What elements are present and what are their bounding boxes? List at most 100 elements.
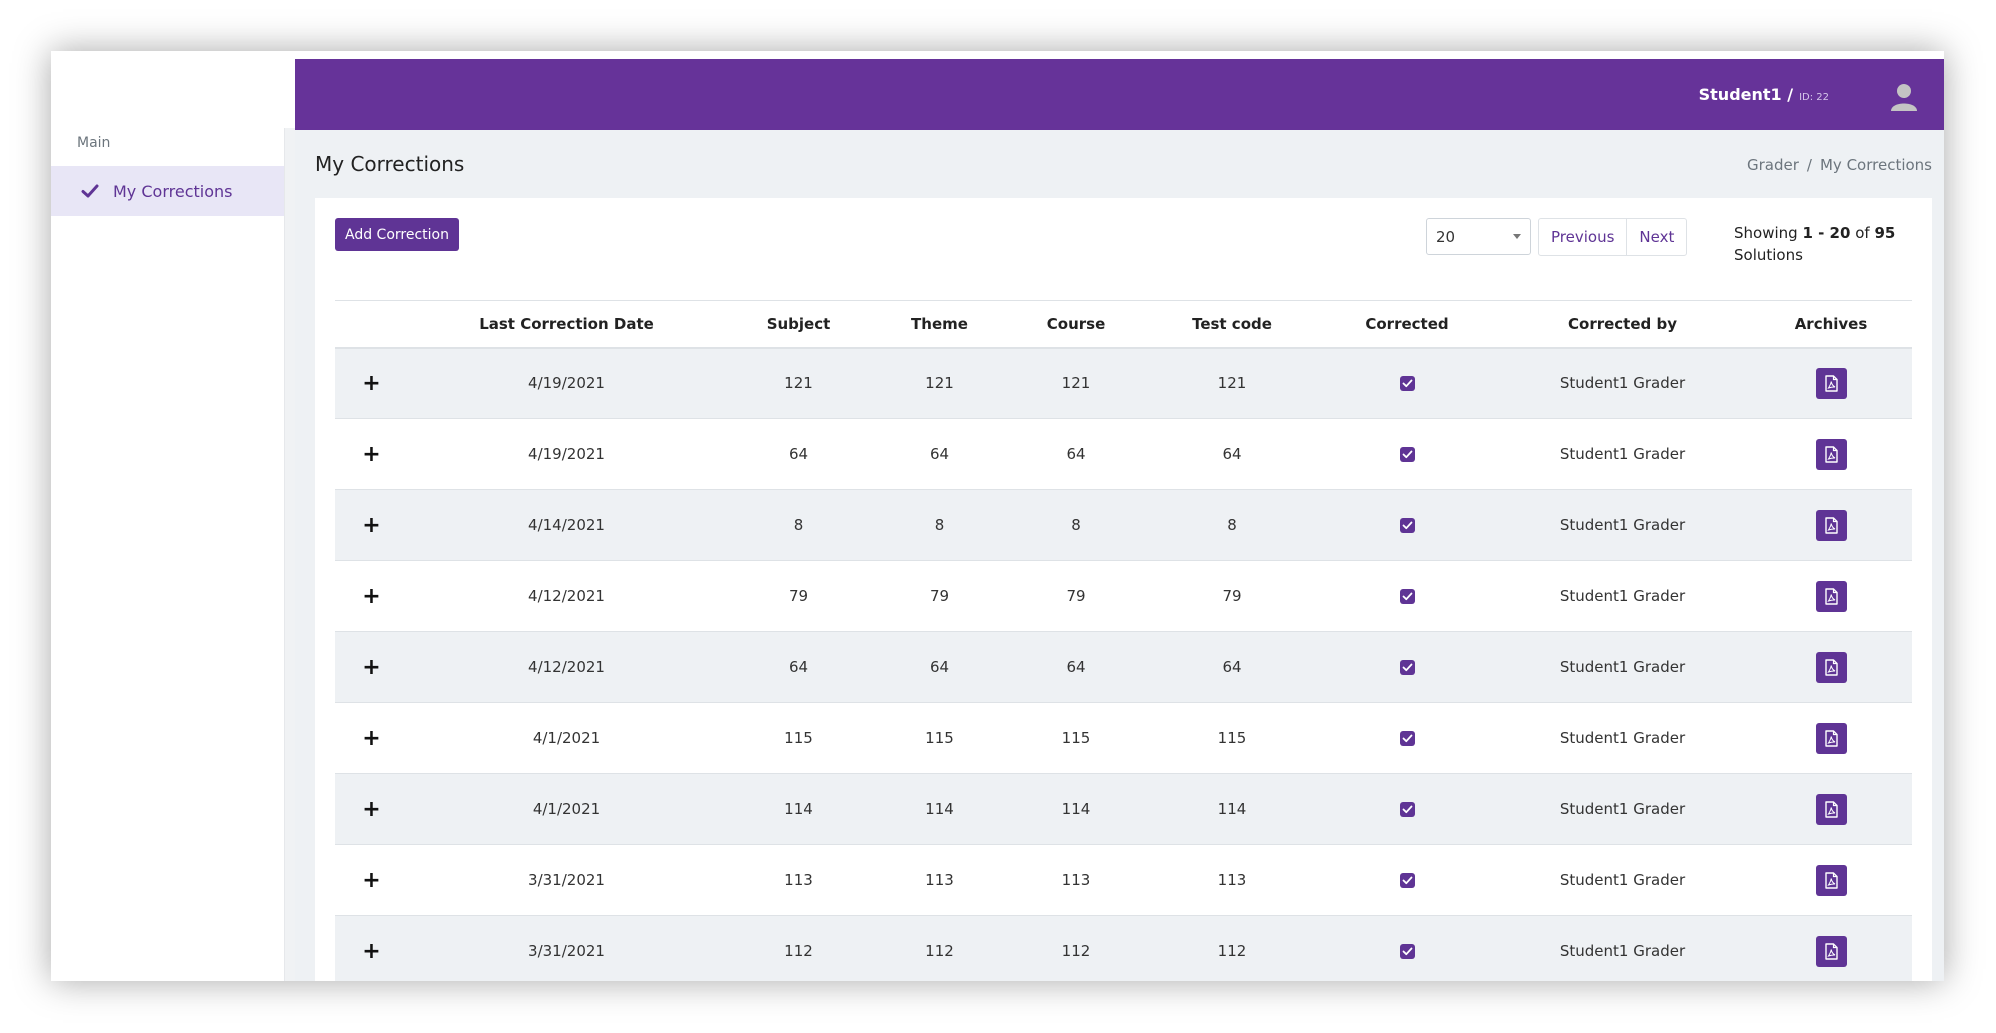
corrected-checkbox[interactable] [1399, 376, 1415, 392]
table-row: + 4/1/2021 115 115 115 115 Student1 Grad… [335, 702, 1912, 774]
sidebar-item-label: My Corrections [113, 181, 233, 201]
pdf-download-button[interactable] [1815, 580, 1847, 612]
column-header-corrected[interactable]: Corrected [1319, 300, 1495, 349]
file-pdf-icon [1824, 871, 1838, 889]
sidebar: Main My Corrections [51, 51, 295, 981]
cell-corrected-by: Student1 Grader [1495, 702, 1750, 774]
corrected-checkbox[interactable] [1399, 873, 1415, 888]
sidebar-scrollbar[interactable] [284, 128, 295, 981]
corrected-checkbox[interactable] [1399, 802, 1415, 817]
cell-course: 64 [1007, 631, 1145, 703]
top-bar: Student1 / ID: 22 [295, 59, 1944, 130]
table-row: + 4/1/2021 114 114 114 114 Student1 Grad… [335, 773, 1912, 845]
cell-theme: 114 [872, 773, 1007, 845]
expand-row-button[interactable]: + [362, 725, 381, 751]
pdf-download-button[interactable] [1815, 367, 1847, 399]
cell-course: 115 [1007, 702, 1145, 774]
pdf-download-button[interactable] [1815, 864, 1847, 896]
cell-course: 8 [1007, 489, 1145, 561]
expand-row-button[interactable]: + [362, 796, 381, 822]
pdf-download-button[interactable] [1815, 509, 1847, 541]
corrected-checkbox[interactable] [1399, 660, 1415, 675]
expand-row-button[interactable]: + [362, 370, 381, 396]
table-row: + 3/31/2021 113 113 113 113 Student1 Gra… [335, 844, 1912, 916]
pdf-download-button[interactable] [1815, 651, 1847, 683]
cell-subject: 8 [725, 489, 872, 561]
user-avatar-icon[interactable] [1888, 80, 1920, 112]
corrected-checkbox[interactable] [1399, 518, 1415, 533]
column-header-theme[interactable]: Theme [872, 300, 1007, 349]
table-row: + 4/12/2021 79 79 79 79 Student1 Grader [335, 560, 1912, 632]
breadcrumb-separator: / [1806, 156, 1812, 174]
table-row: + 4/12/2021 64 64 64 64 Student1 Grader [335, 631, 1912, 703]
column-header-course[interactable]: Course [1007, 300, 1145, 349]
cell-date: 4/19/2021 [408, 418, 725, 490]
sidebar-section-label: Main [77, 135, 111, 151]
cell-test-code: 112 [1145, 915, 1319, 981]
corrected-checkbox[interactable] [1399, 731, 1415, 746]
cell-test-code: 79 [1145, 560, 1319, 632]
expand-row-button[interactable]: + [362, 583, 381, 609]
showing-prefix: Showing [1734, 224, 1798, 242]
cell-test-code: 8 [1145, 489, 1319, 561]
file-pdf-icon [1824, 516, 1838, 534]
cell-course: 114 [1007, 773, 1145, 845]
cell-subject: 112 [725, 915, 872, 981]
cell-test-code: 115 [1145, 702, 1319, 774]
next-page-button[interactable]: Next [1626, 219, 1686, 255]
showing-of: of [1855, 224, 1870, 242]
showing-range: 1 - 20 [1802, 224, 1851, 242]
table-row: + 4/14/2021 8 8 8 8 Student1 Grader [335, 489, 1912, 561]
cell-date: 4/1/2021 [408, 702, 725, 774]
pdf-download-button[interactable] [1815, 722, 1847, 754]
page-title: My Corrections [315, 152, 465, 176]
corrected-checkbox[interactable] [1399, 447, 1415, 462]
column-header-corrected-by[interactable]: Corrected by [1495, 300, 1750, 349]
expand-row-button[interactable]: + [362, 441, 381, 467]
file-pdf-icon [1824, 587, 1838, 605]
file-pdf-icon [1824, 729, 1838, 747]
cell-theme: 79 [872, 560, 1007, 632]
pagination-summary: Showing 1 - 20 of 95 Solutions [1734, 222, 1904, 266]
corrected-checkbox[interactable] [1399, 944, 1415, 960]
sidebar-item-my-corrections[interactable]: My Corrections [51, 166, 284, 216]
cell-corrected-by: Student1 Grader [1495, 489, 1750, 561]
file-pdf-icon [1824, 943, 1838, 960]
corrections-table: Last Correction Date Subject Theme Cours… [335, 300, 1912, 981]
user-menu[interactable]: Student1 / ID: 22 [1699, 85, 1829, 104]
breadcrumb-grader[interactable]: Grader [1747, 156, 1799, 174]
previous-page-button[interactable]: Previous [1551, 228, 1615, 246]
pagination: Previous Next [1538, 218, 1688, 256]
column-header-test-code[interactable]: Test code [1145, 300, 1319, 349]
cell-corrected-by: Student1 Grader [1495, 844, 1750, 916]
pdf-download-button[interactable] [1815, 935, 1847, 967]
cell-course: 121 [1007, 347, 1145, 419]
showing-total: 95 [1874, 224, 1896, 242]
column-header-expand [335, 300, 408, 349]
corrected-checkbox[interactable] [1399, 589, 1415, 604]
cell-subject: 64 [725, 418, 872, 490]
pdf-download-button[interactable] [1815, 438, 1847, 470]
cell-corrected-by: Student1 Grader [1495, 631, 1750, 703]
cell-subject: 121 [725, 347, 872, 419]
main-content: My Corrections Grader / My Corrections A… [295, 130, 1944, 981]
cell-course: 112 [1007, 915, 1145, 981]
expand-row-button[interactable]: + [362, 512, 381, 538]
page-size-select[interactable]: 20 [1426, 218, 1531, 255]
column-header-subject[interactable]: Subject [725, 300, 872, 349]
pdf-download-button[interactable] [1815, 793, 1847, 825]
showing-unit: Solutions [1734, 246, 1803, 264]
add-correction-button[interactable]: Add Correction [335, 218, 459, 251]
column-header-date[interactable]: Last Correction Date [408, 300, 725, 349]
cell-date: 4/19/2021 [408, 347, 725, 419]
cell-date: 4/12/2021 [408, 560, 725, 632]
file-pdf-icon [1824, 445, 1838, 463]
chevron-down-icon [1513, 234, 1521, 239]
cell-course: 79 [1007, 560, 1145, 632]
corrections-card: Add Correction 20 Previous Next Showing … [315, 198, 1932, 981]
table-header-row: Last Correction Date Subject Theme Cours… [335, 300, 1912, 349]
expand-row-button[interactable]: + [362, 654, 381, 680]
expand-row-button[interactable]: + [362, 867, 381, 893]
cell-course: 64 [1007, 418, 1145, 490]
expand-row-button[interactable]: + [362, 938, 381, 964]
